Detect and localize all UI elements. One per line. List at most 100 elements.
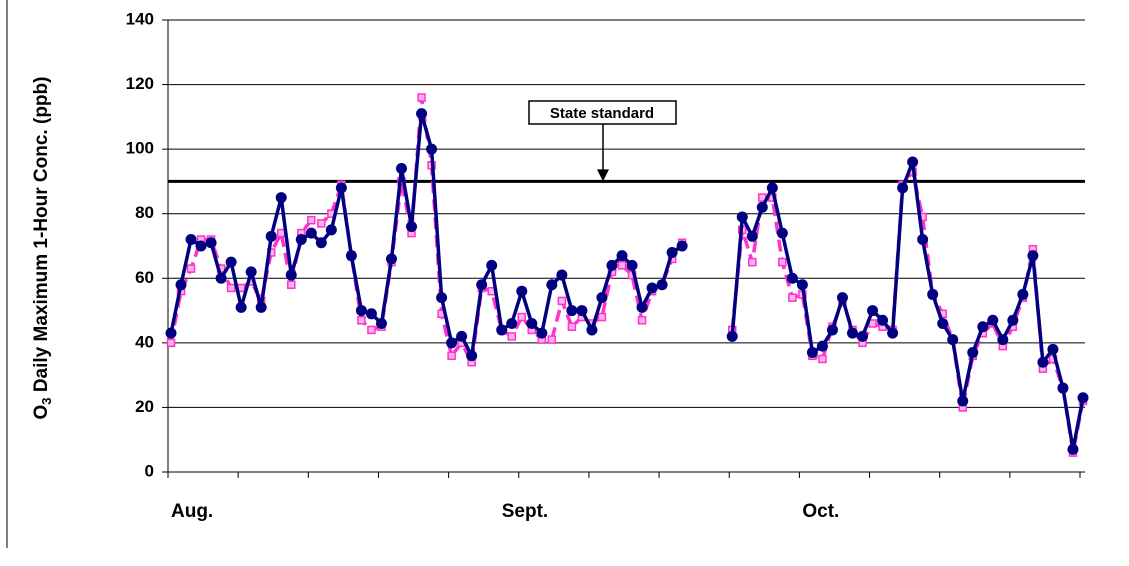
- data-point: [557, 296, 567, 306]
- y-tick-label: 100: [126, 139, 154, 158]
- data-point: [606, 259, 618, 271]
- data-point: [947, 334, 959, 346]
- y-tick-label: 140: [126, 9, 154, 28]
- data-point: [778, 257, 787, 267]
- data-point: [365, 308, 377, 320]
- data-point: [867, 305, 879, 317]
- data-point: [756, 201, 768, 213]
- data-point: [295, 234, 307, 246]
- data-point: [335, 182, 347, 194]
- data-point: [637, 316, 647, 325]
- data-point: [977, 321, 989, 333]
- data-point: [547, 335, 557, 344]
- data-point: [646, 282, 658, 294]
- data-point: [1017, 288, 1029, 300]
- data-point: [597, 312, 607, 322]
- data-point: [446, 337, 458, 349]
- data-point: [417, 93, 426, 102]
- data-point: [556, 269, 568, 281]
- data-point: [447, 351, 456, 361]
- data-point: [656, 279, 668, 291]
- data-point: [476, 279, 488, 291]
- data-point: [617, 261, 627, 270]
- data-point: [1007, 314, 1019, 326]
- data-point: [265, 230, 277, 242]
- data-point: [396, 163, 408, 175]
- data-point: [536, 327, 548, 339]
- data-point: [826, 324, 838, 336]
- data-point: [857, 330, 869, 342]
- data-point: [416, 108, 428, 120]
- y-label-subscript: 3: [39, 397, 54, 404]
- annotation-arrowhead: [597, 169, 609, 182]
- data-point: [357, 316, 366, 325]
- data-point: [1037, 356, 1049, 368]
- data-point: [436, 292, 448, 304]
- data-point: [355, 305, 367, 317]
- data-point: [937, 317, 949, 329]
- data-point: [616, 250, 628, 262]
- data-point: [285, 269, 297, 281]
- data-point: [517, 312, 527, 322]
- data-point: [877, 314, 889, 326]
- x-tick-label: Sept.: [502, 501, 548, 522]
- data-point: [927, 288, 939, 300]
- data-point: [666, 246, 678, 258]
- data-point: [375, 317, 387, 329]
- data-point: [1067, 443, 1079, 455]
- data-point: [275, 192, 287, 204]
- data-point: [636, 301, 648, 313]
- y-tick-label: 120: [126, 74, 154, 93]
- data-point: [917, 234, 929, 246]
- data-point: [245, 266, 257, 278]
- data-point: [456, 330, 468, 342]
- plot-area: 0 20 40 60 80 100 120 140 Aug. Sept. Oct. State sta…: [126, 9, 1089, 522]
- data-point: [546, 279, 558, 291]
- data-point: [166, 338, 176, 348]
- y-axis-label: O3 Daily Maximum 1-Hour Conc. (ppb): [31, 77, 54, 420]
- data-point: [806, 347, 818, 359]
- data-point: [507, 332, 516, 341]
- data-point: [776, 227, 788, 239]
- data-point: [307, 215, 316, 225]
- data-point: [586, 324, 598, 336]
- y-tick-label: 60: [135, 268, 154, 287]
- data-point: [235, 301, 247, 313]
- data-point: [486, 259, 498, 271]
- data-point: [736, 211, 748, 223]
- data-point: [226, 283, 236, 293]
- data-point: [215, 272, 227, 284]
- series-line: [169, 111, 1085, 452]
- data-point: [748, 257, 757, 267]
- data-point: [406, 221, 418, 233]
- data-point: [165, 327, 177, 339]
- data-point: [987, 314, 999, 326]
- data-point: [967, 347, 979, 359]
- data-point: [626, 259, 638, 271]
- data-point: [526, 317, 538, 329]
- data-point: [496, 324, 508, 336]
- data-point: [426, 143, 438, 155]
- data-point: [205, 237, 217, 249]
- y-label-part: Daily Maximum 1-Hour Conc. (ppb): [31, 77, 52, 398]
- data-point: [516, 285, 528, 297]
- data-point: [185, 234, 197, 246]
- data-point: [255, 301, 267, 313]
- data-point: [225, 256, 237, 268]
- data-point: [746, 230, 758, 242]
- y-label-part: O: [31, 405, 52, 420]
- data-point: [846, 327, 858, 339]
- data-point: [175, 279, 187, 291]
- data-point: [195, 240, 207, 252]
- data-point: [566, 305, 578, 317]
- y-tick-label: 40: [135, 332, 154, 351]
- data-point: [818, 354, 827, 364]
- annotation-text: State standard: [550, 105, 654, 122]
- data-point: [1057, 382, 1069, 394]
- data-point: [786, 272, 798, 284]
- data-point: [317, 219, 326, 228]
- data-point: [1077, 392, 1089, 404]
- data-point: [576, 305, 588, 317]
- data-point: [1047, 343, 1059, 355]
